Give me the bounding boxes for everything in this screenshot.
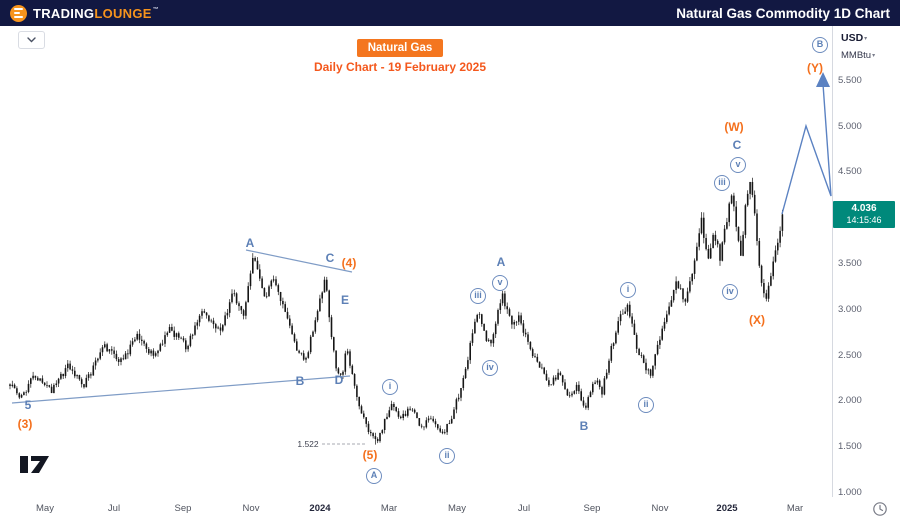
header: TRADINGLOUNGE™ Natural Gas Commodity 1D … — [0, 0, 900, 26]
last-price-badge: 4.036 14:15:46 — [833, 201, 895, 229]
time-tick: Mar — [380, 503, 398, 514]
trend-line-2 — [245, 249, 353, 273]
time-tick: Jul — [107, 503, 121, 514]
chevron-down-icon: ▾ — [864, 35, 868, 42]
clock-icon[interactable] — [872, 501, 888, 522]
unit-label: MMBtu — [841, 50, 872, 61]
time-tick: Nov — [242, 503, 260, 514]
last-price: 4.036 — [851, 203, 877, 215]
brand-lounge: LOUNGE — [94, 5, 152, 21]
price-tick: 1.000 — [838, 486, 862, 498]
time-tick: Jul — [517, 503, 531, 514]
tradingview-logo-icon — [20, 456, 49, 473]
chevron-down-icon — [27, 37, 36, 43]
time-tick: Nov — [651, 503, 669, 514]
time-tick: Sep — [174, 503, 192, 514]
trademark-symbol: ™ — [152, 6, 160, 13]
symbol-dropdown-button[interactable] — [18, 31, 45, 49]
tradingview-logo[interactable] — [18, 450, 52, 481]
price-tick: 5.000 — [838, 120, 862, 132]
chart-subtitle: Daily Chart - 19 February 2025 — [313, 60, 487, 74]
price-tick: 2.000 — [838, 395, 862, 407]
brand-trading: TRADING — [33, 5, 95, 21]
trend-line-1 — [11, 375, 351, 404]
candlestick-wicks — [9, 177, 783, 445]
price-tick: 5.500 — [838, 74, 862, 86]
time-tick: Mar — [786, 503, 804, 514]
clock-icon-glyph — [873, 502, 887, 516]
tradinglounge-logo-icon — [10, 4, 27, 22]
chart-title-badge: Natural Gas — [356, 39, 444, 57]
chart-title-block: Natural Gas Daily Chart - 19 February 20… — [250, 38, 550, 74]
brand-logo: TRADINGLOUNGE™ — [10, 4, 159, 22]
price-tick: 4.500 — [838, 166, 862, 178]
chevron-down-icon: ▾ — [872, 52, 876, 59]
currency-selector[interactable]: USD▾ — [841, 32, 867, 44]
brand-name: TRADINGLOUNGE™ — [33, 7, 159, 20]
price-tick: 1.500 — [838, 441, 862, 453]
projection-arrowhead — [816, 72, 830, 87]
currency-label: USD — [841, 32, 864, 44]
time-tick: May — [36, 503, 54, 514]
countdown-timer: 14:15:46 — [846, 215, 882, 226]
time-tick: 2025 — [716, 503, 738, 514]
time-tick: May — [448, 503, 466, 514]
unit-selector[interactable]: MMBtu▾ — [841, 50, 875, 61]
price-axis[interactable]: 5.5005.0004.5004.0003.5003.0002.5002.000… — [832, 26, 900, 498]
price-tick: 2.500 — [838, 349, 862, 361]
time-tick: 2024 — [309, 503, 331, 514]
time-axis[interactable]: May Jul Sep Nov 2024 Mar May Jul Sep Nov 2025 Mar — [0, 497, 900, 522]
price-tick: 3.500 — [838, 258, 862, 269]
header-title: Natural Gas Commodity 1D Chart — [676, 5, 890, 21]
time-tick: Sep — [583, 503, 601, 514]
price-tick: 3.000 — [838, 303, 862, 315]
projection-path — [781, 83, 832, 215]
